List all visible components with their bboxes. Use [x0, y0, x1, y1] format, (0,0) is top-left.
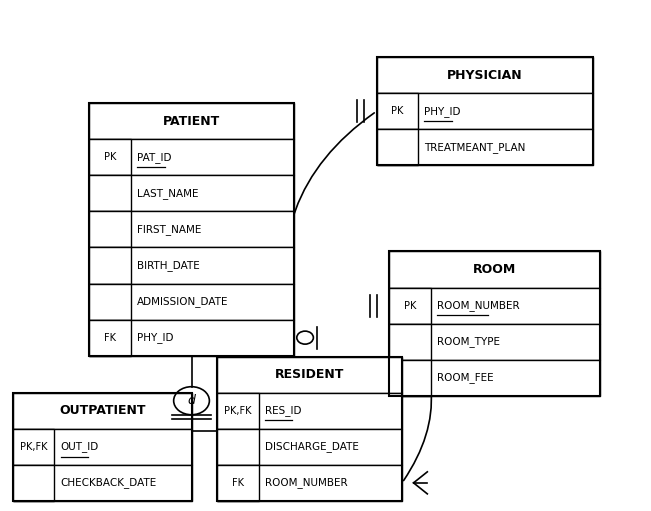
Text: PK: PK	[104, 152, 117, 162]
Bar	[376, 57, 594, 93]
Text: PK,FK: PK,FK	[224, 406, 251, 416]
Text: RES_ID: RES_ID	[265, 405, 301, 416]
FancyArrowPatch shape	[284, 113, 374, 335]
Text: d: d	[187, 394, 195, 407]
Bar	[13, 393, 191, 429]
Bar	[389, 288, 600, 323]
Bar	[217, 465, 258, 501]
Bar	[389, 360, 431, 396]
Text: ROOM: ROOM	[473, 263, 516, 276]
Bar	[376, 57, 594, 166]
Bar	[13, 465, 191, 501]
FancyArrowPatch shape	[391, 308, 432, 480]
Bar	[89, 212, 131, 247]
Text: PHY_ID: PHY_ID	[424, 106, 461, 117]
Bar	[217, 393, 258, 429]
Bar	[89, 140, 131, 175]
Text: PK: PK	[404, 300, 416, 311]
Bar	[89, 103, 294, 140]
Bar	[89, 175, 131, 212]
Text: BIRTH_DATE: BIRTH_DATE	[137, 260, 200, 271]
Text: FK: FK	[232, 478, 243, 488]
Text: ROOM_TYPE: ROOM_TYPE	[437, 336, 500, 347]
Bar	[89, 212, 294, 247]
Bar	[389, 288, 431, 323]
Bar	[89, 175, 294, 212]
Bar	[89, 140, 294, 175]
Bar	[89, 284, 131, 319]
Text: RESIDENT: RESIDENT	[275, 368, 344, 381]
Bar	[89, 247, 131, 284]
Bar	[89, 247, 294, 284]
Bar	[13, 429, 55, 465]
Text: ADMISSION_DATE: ADMISSION_DATE	[137, 296, 229, 307]
Bar	[89, 284, 294, 319]
Bar	[389, 360, 600, 396]
Text: PATIENT: PATIENT	[163, 115, 220, 128]
Bar	[389, 323, 600, 360]
Text: TREATMEANT_PLAN: TREATMEANT_PLAN	[424, 142, 526, 153]
Bar	[376, 129, 418, 166]
Bar	[389, 251, 600, 288]
Text: PHYSICIAN: PHYSICIAN	[447, 68, 523, 82]
Text: PK: PK	[391, 106, 404, 117]
Bar	[13, 465, 55, 501]
Text: CHECKBACK_DATE: CHECKBACK_DATE	[61, 477, 157, 489]
Bar	[217, 465, 402, 501]
Text: FIRST_NAME: FIRST_NAME	[137, 224, 202, 235]
Bar	[376, 129, 594, 166]
Bar	[217, 357, 402, 393]
Bar	[217, 429, 402, 465]
Bar	[389, 251, 600, 396]
Bar	[89, 319, 294, 356]
Text: OUTPATIENT: OUTPATIENT	[59, 404, 145, 417]
Bar	[376, 93, 594, 129]
Text: ROOM_FEE: ROOM_FEE	[437, 372, 493, 383]
Text: LAST_NAME: LAST_NAME	[137, 188, 199, 199]
Text: OUT_ID: OUT_ID	[61, 442, 99, 452]
Bar	[376, 93, 418, 129]
Bar	[89, 319, 131, 356]
Bar	[217, 357, 402, 501]
Bar	[89, 103, 294, 356]
Text: PK,FK: PK,FK	[20, 442, 48, 452]
Text: DISCHARGE_DATE: DISCHARGE_DATE	[265, 442, 359, 452]
Bar	[217, 393, 402, 429]
Bar	[13, 393, 191, 501]
Text: ROOM_NUMBER: ROOM_NUMBER	[265, 477, 348, 489]
Bar	[217, 429, 258, 465]
Bar	[389, 323, 431, 360]
Bar	[13, 429, 191, 465]
Text: PAT_ID: PAT_ID	[137, 152, 172, 163]
Text: FK: FK	[104, 333, 116, 343]
Text: PHY_ID: PHY_ID	[137, 332, 174, 343]
Text: ROOM_NUMBER: ROOM_NUMBER	[437, 300, 519, 311]
